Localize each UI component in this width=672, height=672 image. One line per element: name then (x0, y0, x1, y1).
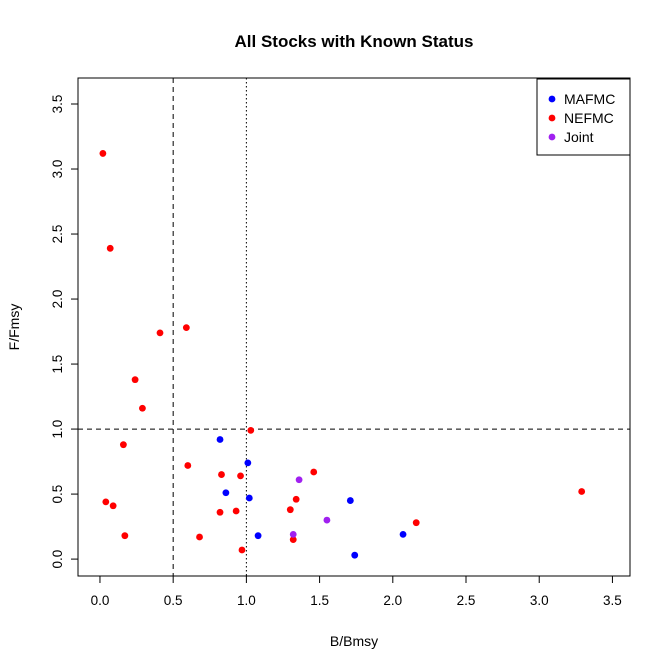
y-tick-label: 2.0 (50, 290, 65, 309)
data-point-nefmc (238, 546, 246, 554)
data-point-nefmc (119, 441, 127, 449)
data-point-nefmc (106, 244, 114, 252)
data-point-mafmc (222, 489, 230, 497)
data-point-nefmc (310, 468, 318, 476)
y-tick-label: 3.0 (50, 160, 65, 179)
data-point-mafmc (351, 551, 359, 559)
data-point-nefmc (102, 498, 110, 506)
data-point-nefmc (292, 495, 300, 503)
data-point-mafmc (399, 530, 407, 538)
data-point-nefmc (237, 472, 244, 480)
x-tick-label: 0.0 (91, 593, 110, 608)
legend-label-nefmc: NEFMC (564, 110, 614, 126)
data-points (99, 150, 586, 559)
data-point-nefmc (184, 462, 192, 469)
y-tick-label: 1.0 (50, 420, 65, 439)
data-point-mafmc (346, 497, 354, 504)
data-point-mafmc (244, 459, 252, 467)
data-point-nefmc (99, 150, 107, 157)
data-point-nefmc (218, 471, 225, 478)
data-point-nefmc (232, 507, 240, 515)
data-point-nefmc (109, 502, 117, 510)
data-point-nefmc (182, 324, 190, 332)
y-tick-label: 1.5 (50, 355, 65, 374)
x-axis: 0.0 0.5 1.0 1.5 2.0 2.5 3.0 3.5 (91, 575, 622, 608)
data-point-nefmc (286, 506, 294, 514)
data-point-joint (323, 516, 331, 524)
y-tick-label: 2.5 (50, 225, 65, 244)
data-point-mafmc (216, 436, 224, 443)
data-point-nefmc (156, 329, 164, 337)
x-tick-label: 3.5 (603, 593, 622, 608)
x-tick-label: 2.5 (457, 593, 476, 608)
legend-marker-mafmc (548, 95, 556, 103)
data-point-nefmc (121, 532, 129, 540)
data-point-joint (295, 476, 303, 484)
legend: MAFMC NEFMC Joint (536, 78, 631, 156)
x-tick-label: 2.0 (383, 593, 402, 608)
data-point-nefmc (131, 376, 139, 384)
reference-lines (78, 78, 630, 576)
x-tick-label: 0.5 (164, 593, 183, 608)
legend-label-joint: Joint (564, 129, 594, 145)
data-point-joint (289, 530, 297, 538)
x-tick-label: 3.0 (530, 593, 549, 608)
legend-marker-joint (548, 133, 556, 141)
y-tick-label: 0.5 (50, 485, 65, 504)
data-point-nefmc (289, 536, 297, 543)
x-tick-label: 1.0 (237, 593, 256, 608)
legend-marker-nefmc (548, 114, 556, 122)
data-point-nefmc (247, 426, 255, 434)
data-point-mafmc (245, 494, 253, 502)
data-point-nefmc (412, 519, 420, 527)
y-tick-label: 3.5 (50, 95, 65, 114)
legend-label-mafmc: MAFMC (564, 91, 615, 107)
x-axis-label: B/Bmsy (330, 633, 378, 649)
x-tick-label: 1.5 (310, 593, 329, 608)
data-point-nefmc (578, 488, 586, 495)
data-point-mafmc (254, 532, 262, 540)
y-axis: 0.0 0.5 1.0 1.5 2.0 2.5 3.0 3.5 (50, 95, 79, 569)
y-axis-label: F/Fmsy (6, 304, 22, 351)
y-tick-label: 0.0 (50, 550, 65, 569)
data-point-nefmc (216, 508, 224, 516)
data-point-nefmc (196, 533, 203, 541)
chart-title: All Stocks with Known Status (235, 32, 474, 51)
data-point-nefmc (139, 404, 146, 412)
